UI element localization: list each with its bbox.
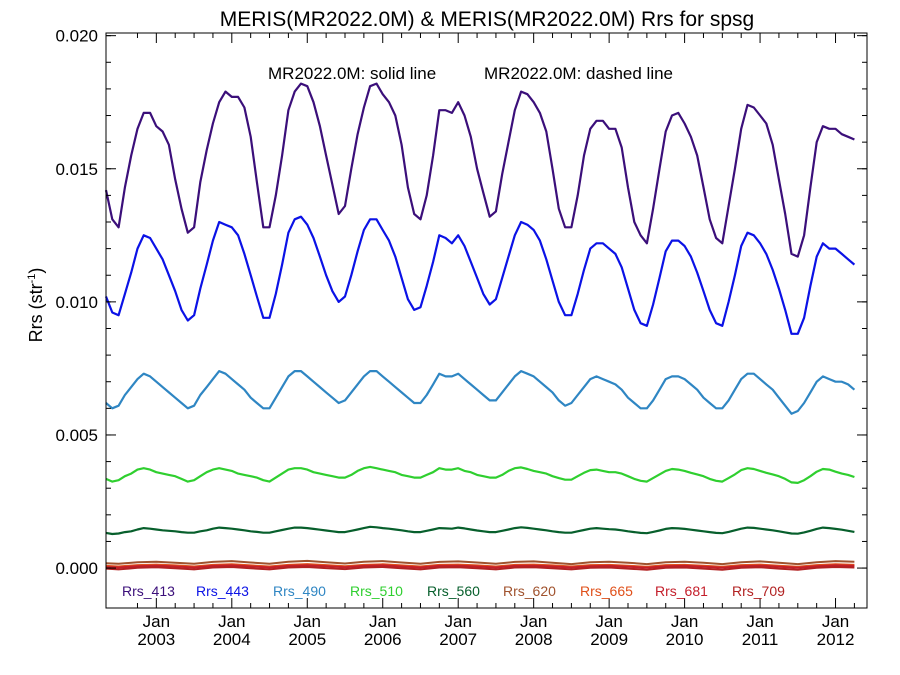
legend-entry-rrs-665: Rrs_665 (580, 583, 633, 599)
series-line-rrs-560 (105, 525, 855, 536)
series-line-rrs-665 (105, 563, 855, 568)
legend-entry-rrs-709: Rrs_709 (732, 583, 785, 599)
x-tick-year-label: 2008 (515, 630, 553, 649)
y-axis-label-text: Rrs (str (26, 283, 46, 342)
x-tick-year-label: 2012 (817, 630, 855, 649)
x-tick-month-label: Jan (143, 612, 170, 631)
annotation-dashed-line: MR2022.0M: dashed line (484, 64, 673, 83)
x-tick-year-label: 2009 (590, 630, 628, 649)
legend-entry-rrs-560: Rrs_560 (427, 583, 480, 599)
series-line-rrs-620 (105, 559, 855, 566)
series-line-rrs-443 (104, 215, 856, 335)
legend-entry-rrs-681: Rrs_681 (655, 583, 708, 599)
x-tick-year-label: 2007 (439, 630, 477, 649)
y-axis-label-close: ) (26, 268, 46, 274)
axis-layer: 0.0000.0050.0100.0150.020Jan2003Jan2004J… (55, 27, 868, 649)
series-line-rrs-510 (105, 465, 855, 484)
x-tick-year-label: 2003 (137, 630, 175, 649)
x-tick-month-label: Jan (444, 612, 471, 631)
x-tick-month-label: Jan (746, 612, 773, 631)
x-tick-month-label: Jan (520, 612, 547, 631)
y-tick-label: 0.000 (55, 559, 98, 578)
x-tick-year-label: 2010 (666, 630, 704, 649)
x-tick-month-label: Jan (671, 612, 698, 631)
series-line-rrs-681 (105, 564, 855, 569)
legend-entry-rrs-413: Rrs_413 (122, 583, 175, 599)
series-line-rrs-413 (104, 82, 855, 258)
annotation-solid-line: MR2022.0M: solid line (268, 64, 436, 83)
x-tick-year-label: 2004 (213, 630, 251, 649)
y-tick-label: 0.015 (55, 160, 98, 179)
legend: Rrs_413 Rrs_443 Rrs_490 Rrs_510 Rrs_560 Rrs_6… (122, 583, 785, 599)
x-tick-month-label: Jan (294, 612, 321, 631)
y-tick-label: 0.020 (55, 27, 98, 46)
x-tick-year-label: 2005 (288, 630, 326, 649)
chart-title: MERIS(MR2022.0M) & MERIS(MR2022.0M) Rrs … (220, 8, 754, 31)
plot-frame (105, 32, 868, 609)
legend-entry-rrs-620: Rrs_620 (503, 583, 556, 599)
series-line-rrs-490 (105, 370, 856, 415)
x-tick-month-label: Jan (218, 612, 245, 631)
y-axis-label-superscript: -1 (26, 274, 38, 284)
y-axis-label: Rrs (str-1) (26, 268, 46, 343)
legend-entry-rrs-510: Rrs_510 (350, 583, 403, 599)
y-tick-label: 0.005 (55, 426, 98, 445)
x-tick-month-label: Jan (822, 612, 849, 631)
y-tick-label: 0.010 (55, 293, 98, 312)
x-tick-year-label: 2006 (364, 630, 402, 649)
series-line-rrs-709 (105, 566, 855, 571)
x-tick-month-label: Jan (369, 612, 396, 631)
x-tick-year-label: 2011 (742, 630, 779, 649)
x-tick-month-label: Jan (595, 612, 622, 631)
legend-entry-rrs-443: Rrs_443 (196, 583, 249, 599)
legend-entry-rrs-490: Rrs_490 (273, 583, 326, 599)
series-layer (104, 82, 856, 571)
